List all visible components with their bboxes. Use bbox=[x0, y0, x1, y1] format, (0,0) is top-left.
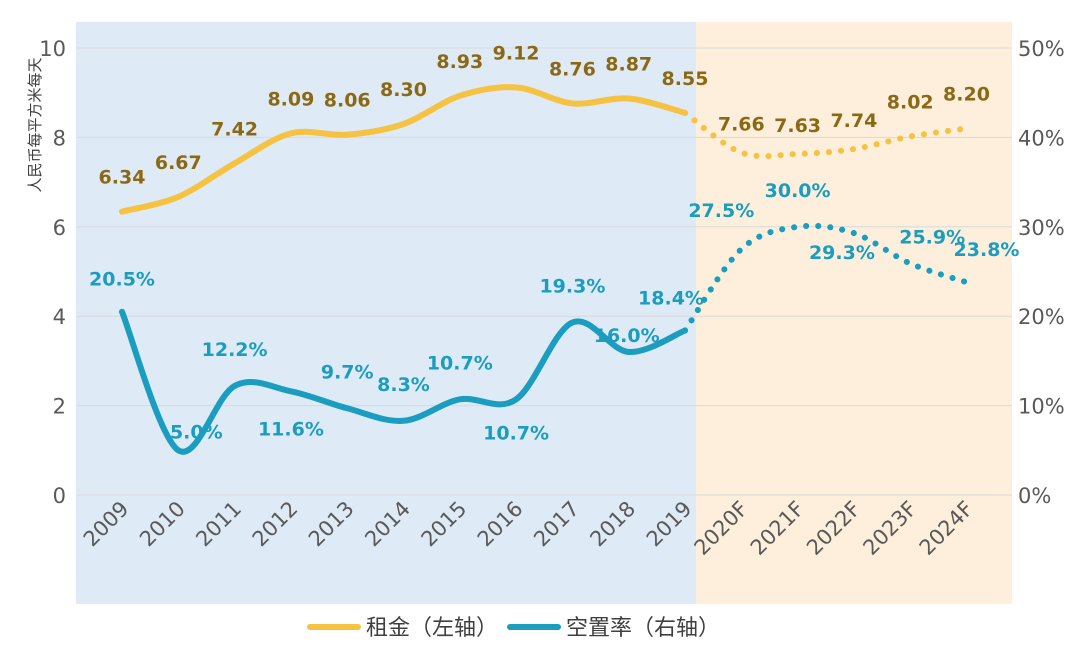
series-1-data-label: 9.7% bbox=[321, 361, 374, 383]
right-tick-label: 40% bbox=[1018, 126, 1065, 150]
y-axis-title: 人民币每平方米每天 bbox=[26, 57, 44, 192]
right-tick-label: 0% bbox=[1018, 484, 1051, 508]
legend-label-vacancy: 空置率（右轴） bbox=[566, 616, 720, 641]
left-tick-label: 0 bbox=[53, 484, 66, 508]
series-0-data-label: 8.93 bbox=[436, 51, 483, 73]
right-tick-label: 20% bbox=[1018, 305, 1065, 329]
series-1-data-label: 16.0% bbox=[594, 325, 660, 347]
series-1-data-label: 19.3% bbox=[539, 275, 605, 297]
series-1-data-label: 23.8% bbox=[954, 239, 1020, 261]
historical-background bbox=[76, 22, 696, 604]
series-1-data-label: 25.9% bbox=[899, 226, 965, 248]
series-1-data-label: 5.0% bbox=[170, 421, 223, 443]
left-tick-label: 8 bbox=[53, 126, 66, 150]
left-tick-label: 6 bbox=[53, 216, 66, 240]
series-1-historical-line bbox=[119, 308, 688, 455]
forecast-background bbox=[696, 22, 1012, 604]
series-1-data-label: 12.2% bbox=[202, 339, 268, 361]
right-tick-label: 30% bbox=[1018, 216, 1065, 240]
series-1-data-label: 30.0% bbox=[765, 180, 831, 202]
series-1-data-label: 10.7% bbox=[427, 352, 493, 374]
series-0-data-label: 8.20 bbox=[943, 83, 990, 105]
left-axis-ticks: 0 2 4 6 8 10 bbox=[39, 37, 66, 508]
right-axis-ticks: 0% 10% 20% 30% 40% 50% bbox=[1018, 37, 1065, 508]
series-1-data-label: 27.5% bbox=[688, 200, 754, 222]
series-0-data-label: 7.42 bbox=[211, 118, 258, 140]
series-0-data-label: 8.09 bbox=[267, 88, 314, 110]
right-tick-label: 50% bbox=[1018, 37, 1065, 61]
legend-label-rent: 租金（左轴） bbox=[366, 616, 498, 641]
series-0-forecast-line bbox=[682, 109, 970, 160]
series-0-data-label: 8.55 bbox=[662, 68, 709, 90]
series-0-data-label: 9.12 bbox=[493, 42, 540, 64]
series-0-data-label: 6.34 bbox=[99, 167, 146, 189]
series-lines bbox=[119, 84, 970, 455]
series-0-data-label: 8.02 bbox=[887, 92, 934, 114]
series-0-data-label: 8.06 bbox=[324, 90, 371, 112]
series-0-data-label: 7.63 bbox=[774, 115, 821, 137]
series-0-data-label: 7.74 bbox=[830, 110, 877, 132]
left-tick-label: 10 bbox=[39, 37, 66, 61]
series-1-data-label: 20.5% bbox=[89, 269, 155, 291]
right-tick-label: 10% bbox=[1018, 395, 1065, 419]
series-0-data-label: 7.66 bbox=[718, 114, 765, 136]
series-0-data-label: 8.87 bbox=[605, 54, 652, 76]
series-0-data-label: 6.67 bbox=[155, 152, 202, 174]
series-0-data-label: 8.76 bbox=[549, 58, 596, 80]
legend: 租金（左轴） 空置率（右轴） bbox=[307, 616, 720, 641]
data-labels: 6.34 6.67 7.42 8.09 8.06 8.30 8.93 9.12 8.76 8.87… bbox=[89, 42, 1019, 444]
series-1-data-label: 8.3% bbox=[377, 374, 430, 396]
left-tick-label: 4 bbox=[53, 305, 66, 329]
series-1-data-label: 10.7% bbox=[483, 422, 549, 444]
series-1-data-label: 29.3% bbox=[809, 242, 875, 264]
series-1-data-label: 11.6% bbox=[258, 418, 324, 440]
gridlines bbox=[76, 47, 1012, 496]
series-1-data-label: 18.4% bbox=[638, 288, 704, 310]
series-0-data-label: 8.30 bbox=[380, 79, 427, 101]
series-0-historical-line bbox=[119, 84, 688, 215]
left-tick-label: 2 bbox=[53, 395, 66, 419]
